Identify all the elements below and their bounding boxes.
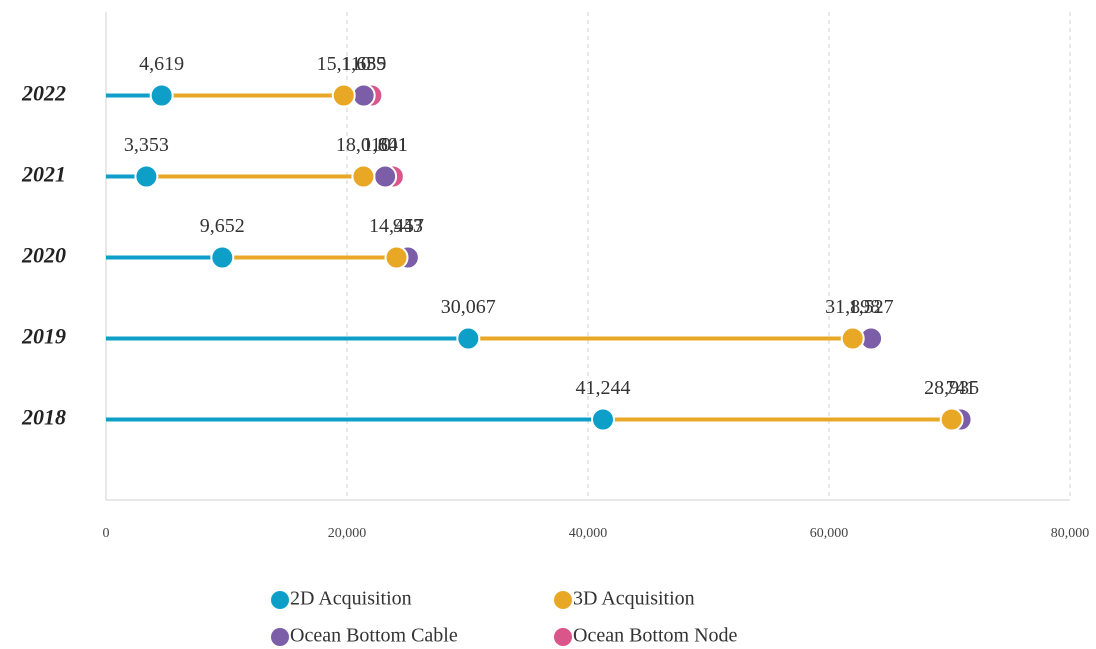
dot: [840, 326, 865, 351]
dot: [373, 164, 398, 189]
value-label: 15,110: [317, 53, 371, 75]
value-label: 31,898: [825, 296, 880, 318]
dot: [939, 407, 964, 432]
value-label: 943: [393, 215, 423, 237]
value-label: 28,935: [924, 377, 979, 399]
x-tick-label: 60,000: [810, 526, 849, 541]
legend-label: Ocean Bottom Cable: [290, 625, 458, 647]
value-label: 1,655: [341, 53, 386, 75]
x-tick-label: 80,000: [1051, 526, 1090, 541]
dot: [351, 83, 376, 108]
category-label: 2019: [21, 324, 66, 349]
legend-label: 2D Acquisition: [290, 588, 412, 610]
value-label: 9,652: [200, 215, 245, 237]
value-label: 741: [946, 377, 976, 399]
dot: [351, 164, 376, 189]
category-label: 2018: [21, 405, 66, 430]
legend-swatch: [554, 628, 572, 646]
legend-swatch: [554, 591, 572, 609]
legend-label: Ocean Bottom Node: [573, 625, 738, 647]
x-tick-label: 40,000: [569, 526, 608, 541]
value-label: 3,353: [124, 134, 169, 156]
x-tick-label: 0: [103, 526, 110, 541]
legend-label: 3D Acquisition: [573, 588, 695, 610]
dot: [590, 407, 615, 432]
dot: [210, 245, 235, 270]
value-label: 4,619: [139, 53, 184, 75]
value-label: 14,457: [369, 215, 424, 237]
legend-swatch: [271, 591, 289, 609]
dot: [456, 326, 481, 351]
value-label: 41,244: [575, 377, 630, 399]
category-label: 2021: [21, 162, 66, 187]
value-label: 30,067: [441, 296, 496, 318]
category-label: 2022: [21, 81, 66, 106]
value-label: 1,801: [363, 134, 408, 156]
category-label: 2020: [21, 243, 66, 268]
dot: [384, 245, 409, 270]
x-tick-label: 20,000: [328, 526, 367, 541]
value-label: 18,010: [336, 134, 391, 156]
value-label: 1,527: [849, 296, 894, 318]
value-label: 641: [378, 134, 408, 156]
legend-swatch: [271, 628, 289, 646]
dot: [149, 83, 174, 108]
value-label: 639: [356, 53, 386, 75]
dot: [331, 83, 356, 108]
dot: [134, 164, 159, 189]
